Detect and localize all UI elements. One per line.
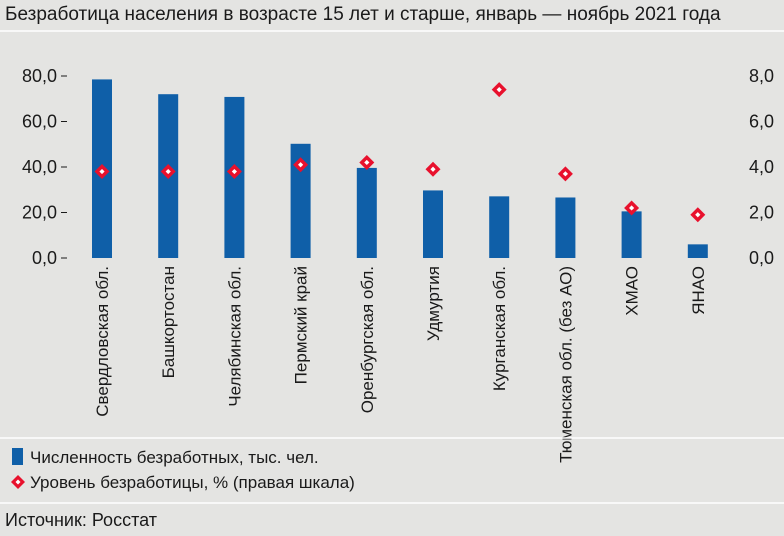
category-label: ЯНАО: [689, 266, 708, 315]
bar: [290, 143, 311, 258]
bar: [621, 211, 642, 258]
category-label: Пермский край: [292, 266, 311, 384]
category-label: Оренбургская обл.: [358, 266, 377, 413]
bar: [423, 190, 443, 258]
bar: [356, 167, 377, 258]
category-label: Курганская обл.: [490, 266, 509, 391]
category-label: Удмуртия: [424, 266, 443, 341]
marker-series: [94, 82, 706, 223]
legend-marker-swatch: [11, 475, 25, 489]
left-tick-label: 0,0: [32, 248, 57, 268]
category-label: Башкортостан: [159, 266, 178, 378]
rate-marker: [690, 207, 706, 223]
category-label: Челябинская обл.: [225, 266, 244, 407]
right-tick-label: 4,0: [749, 157, 774, 177]
rate-marker: [94, 164, 110, 180]
source-note: Источник: Росстат: [5, 510, 157, 530]
left-axis: 0,0 20,0 40,0 60,0 80,0: [22, 66, 67, 268]
rate-marker: [226, 164, 242, 180]
category-labels: Свердловская обл. Башкортостан Челябинская…: [93, 266, 708, 463]
rate-marker: [160, 164, 176, 180]
chart-title: Безработица населения в возрасте 15 лет …: [5, 4, 721, 25]
left-tick-label: 80,0: [22, 66, 57, 86]
category-label: Свердловская обл.: [93, 266, 112, 417]
left-tick-label: 40,0: [22, 157, 57, 177]
left-tick-label: 60,0: [22, 112, 57, 132]
right-tick-label: 8,0: [749, 66, 774, 86]
bar: [687, 244, 708, 258]
category-label: Тюменская обл. (без АО): [556, 266, 575, 463]
category-label: ХМАО: [623, 266, 642, 316]
legend: Численность безработных, тыс. чел. Урове…: [11, 448, 355, 492]
right-tick-label: 6,0: [749, 112, 774, 132]
rate-marker: [557, 166, 573, 182]
right-tick-label: 0,0: [749, 248, 774, 268]
right-tick-label: 2,0: [749, 203, 774, 223]
legend-bar-label: Численность безработных, тыс. чел.: [30, 448, 319, 467]
bar-series: [92, 79, 708, 259]
rate-marker: [624, 200, 640, 216]
rate-marker: [491, 82, 507, 98]
rate-marker: [425, 161, 441, 177]
bar: [489, 196, 510, 258]
rate-marker: [359, 154, 375, 170]
legend-bar-swatch: [12, 448, 23, 465]
left-tick-label: 20,0: [22, 203, 57, 223]
legend-marker-label: Уровень безработицы, % (правая шкала): [30, 473, 355, 492]
rate-marker: [293, 157, 309, 173]
right-axis: 0,0 2,0 4,0 6,0 8,0: [749, 66, 774, 268]
bar: [555, 197, 576, 258]
